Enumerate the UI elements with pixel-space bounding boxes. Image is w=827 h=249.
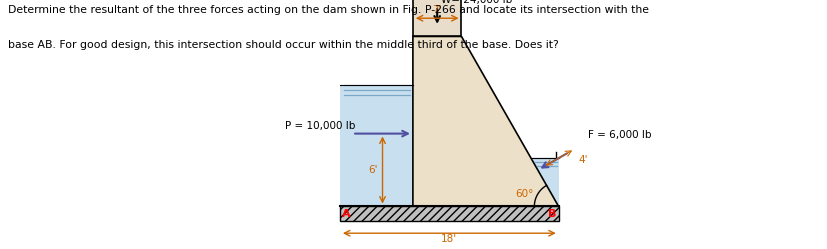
Text: B: B [547,209,556,219]
Text: 6': 6' [368,165,377,175]
Text: F = 6,000 lb: F = 6,000 lb [587,130,650,140]
Text: 7': 7' [432,5,442,15]
Bar [340,206,558,221]
Text: P = 10,000 lb: P = 10,000 lb [285,121,356,131]
Text: Determine the resultant of the three forces acting on the dam shown in Fig. P-26: Determine the resultant of the three for… [8,5,648,15]
Text: W= 24,000 lb: W= 24,000 lb [440,0,511,5]
Polygon shape [340,85,413,206]
Text: 18': 18' [441,234,457,244]
Text: A: A [342,209,350,219]
Polygon shape [413,36,558,206]
Text: base AB. For good design, this intersection should occur within the middle third: base AB. For good design, this intersect… [8,40,558,50]
Text: 4': 4' [578,155,587,165]
Text: 60°: 60° [515,189,533,199]
Polygon shape [530,158,558,206]
Polygon shape [413,0,461,36]
